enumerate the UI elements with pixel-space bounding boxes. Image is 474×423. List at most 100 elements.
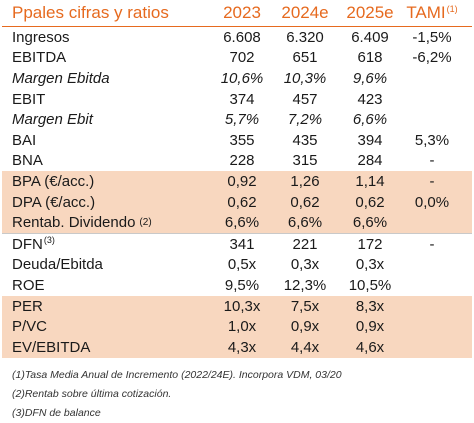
row-label: BPA (€/acc.)	[12, 172, 95, 190]
value-2025e: 6.409	[351, 28, 389, 46]
value-tami	[400, 255, 464, 276]
row-label: Margen Ebitda	[12, 69, 110, 87]
value-2024e: 7,2%	[287, 111, 323, 129]
row-dfn: DFN (3) 341 221 172 -	[2, 232, 472, 255]
value-2023: 0,5x	[227, 256, 257, 274]
value-2023: 1,0x	[227, 318, 257, 336]
row-margen-ebitda: Margen Ebitda 10,6% 10,3% 9,6%	[2, 68, 472, 89]
table-title: Ppales cifras y ratios	[12, 3, 169, 22]
row-label: EV/EBITDA	[12, 338, 91, 356]
row-per: PER 10,3x 7,5x 8,3x	[2, 295, 472, 317]
value-2024e: 435	[292, 131, 318, 149]
row-deuda-ebitda: Deuda/Ebitda 0,5x 0,3x 0,3x	[2, 255, 472, 276]
value-2024e: 6.320	[286, 28, 324, 46]
row-dpa: DPA (€/acc.) 0,62 0,62 0,62 0,0%	[2, 191, 472, 213]
row-label: Rentab. Dividendo (2)	[12, 214, 152, 232]
value-2025e: 172	[357, 235, 383, 253]
value-2024e: 221	[292, 235, 318, 253]
row-margen-ebit: Margen Ebit 5,7% 7,2% 6,6%	[2, 109, 472, 130]
value-2025e: 423	[357, 90, 383, 108]
value-2025e: 6,6%	[352, 111, 388, 129]
value-2023: 0,92	[227, 172, 257, 190]
value-tami: -	[429, 235, 435, 253]
value-2024e: 6,6%	[287, 214, 323, 232]
value-2023: 355	[229, 131, 255, 149]
value-2025e: 6,6%	[352, 214, 388, 232]
row-ingresos: Ingresos 6.608 6.320 6.409 -1,5%	[2, 27, 472, 48]
value-tami	[400, 296, 464, 317]
footnote-1: (1)Tasa Media Anual de Incremento (2022/…	[12, 369, 342, 381]
row-label: P/VC	[12, 318, 48, 336]
header-2025e: 2025e	[346, 3, 394, 22]
value-2025e: 394	[357, 131, 383, 149]
value-2025e: 0,3x	[355, 256, 385, 274]
value-2023: 228	[229, 152, 255, 170]
header-2024e: 2024e	[281, 3, 329, 22]
value-2025e: 618	[357, 49, 383, 67]
value-tami	[400, 212, 464, 233]
row-rentab-dividendo: Rentab. Dividendo (2) 6,6% 6,6% 6,6%	[2, 212, 472, 233]
row-ebit: EBIT 374 457 423	[2, 89, 472, 110]
row-label: EBITDA	[12, 49, 67, 67]
row-roe: ROE 9,5% 12,3% 10,5%	[2, 275, 472, 296]
row-bai: BAI 355 435 394 5,3%	[2, 130, 472, 151]
row-label: DPA (€/acc.)	[12, 193, 96, 211]
value-tami: -	[429, 152, 435, 170]
row-pvc: P/VC 1,0x 0,9x 0,9x	[2, 316, 472, 337]
value-2024e: 0,3x	[290, 256, 320, 274]
value-2023: 9,5%	[224, 276, 260, 294]
value-2023: 10,3x	[223, 297, 261, 315]
value-tami	[400, 68, 464, 89]
footnotes: (1)Tasa Media Anual de Incremento (2022/…	[12, 366, 468, 423]
row-label: Ingresos	[12, 28, 70, 46]
value-2025e: 10,5%	[348, 276, 392, 294]
value-2025e: 0,62	[355, 193, 385, 211]
row-label: BNA	[12, 152, 43, 170]
row-ev-ebitda: EV/EBITDA 4,3x 4,4x 4,6x	[2, 336, 472, 358]
value-2025e: 1,14	[355, 172, 385, 190]
value-2024e: 7,5x	[290, 297, 320, 315]
footnote-2: (2)Rentab sobre última cotización.	[12, 388, 172, 400]
value-2024e: 10,3%	[283, 69, 327, 87]
row-label-note: (3)	[43, 235, 55, 246]
financial-table: Ppales cifras y ratios 2023 2024e 2025e …	[2, 0, 472, 358]
table-header: Ppales cifras y ratios 2023 2024e 2025e …	[2, 0, 472, 27]
value-tami: 0,0%	[414, 193, 450, 211]
value-2023: 374	[229, 90, 255, 108]
value-2025e: 4,6x	[355, 338, 385, 356]
row-label: EBIT	[12, 90, 46, 108]
value-tami: -6,2%	[412, 49, 452, 67]
value-2024e: 12,3%	[283, 276, 327, 294]
value-2023: 10,6%	[220, 69, 264, 87]
value-2025e: 284	[357, 152, 383, 170]
value-2024e: 651	[292, 49, 318, 67]
value-2023: 4,3x	[227, 338, 257, 356]
value-tami	[400, 316, 464, 337]
value-tami	[400, 275, 464, 296]
header-2023: 2023	[223, 3, 261, 22]
value-2024e: 0,62	[290, 193, 320, 211]
value-2024e: 315	[292, 152, 318, 170]
value-tami: -	[429, 172, 435, 190]
footnote-3: (3)DFN de balance	[12, 407, 101, 419]
row-label: Deuda/Ebitda	[12, 256, 103, 274]
value-tami	[400, 89, 464, 110]
row-bna: BNA 228 315 284 -	[2, 151, 472, 172]
value-2023: 0,62	[227, 193, 257, 211]
value-2024e: 457	[292, 90, 318, 108]
header-tami: TAMI (1)	[406, 3, 458, 22]
value-2023: 5,7%	[224, 111, 260, 129]
row-label: ROE	[12, 276, 45, 294]
row-label-note: (2)	[139, 217, 152, 229]
value-tami	[400, 337, 464, 358]
header-tami-note: (1)	[446, 4, 458, 14]
value-2023: 6.608	[223, 28, 261, 46]
row-bpa: BPA (€/acc.) 0,92 1,26 1,14 -	[2, 171, 472, 192]
value-2023: 6,6%	[224, 214, 260, 232]
value-tami: -1,5%	[412, 28, 452, 46]
value-2024e: 4,4x	[290, 338, 320, 356]
value-2023: 702	[229, 49, 255, 67]
value-2024e: 0,9x	[290, 318, 320, 336]
row-label: PER	[12, 297, 43, 315]
row-label: DFN (3)	[12, 235, 55, 253]
